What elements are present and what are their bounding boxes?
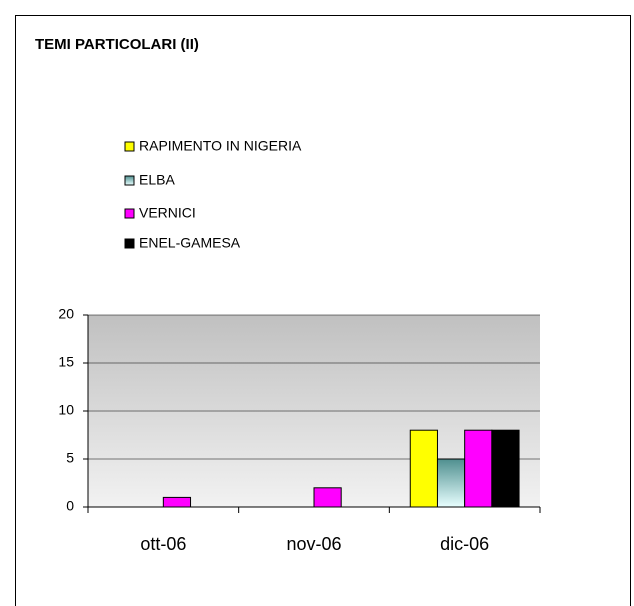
bar [436, 458, 466, 508]
bar [162, 496, 192, 508]
legend-swatch [124, 238, 135, 249]
legend-label: ELBA [139, 172, 175, 188]
x-tick-label: dic-06 [440, 534, 489, 554]
bar [409, 429, 438, 508]
chart-title: TEMI PARTICOLARI (II) [35, 36, 199, 53]
legend-label: RAPIMENTO IN NIGERIA [139, 138, 302, 154]
y-tick-label: 20 [58, 306, 74, 322]
bar [313, 487, 342, 508]
legend-label: VERNICI [139, 205, 196, 221]
y-tick-label: 0 [66, 498, 74, 514]
y-tick-label: 10 [58, 402, 74, 418]
frame [15, 15, 631, 606]
legend-label: ENEL-GAMESA [139, 235, 241, 251]
legend-swatch [124, 141, 135, 152]
legend-swatch [124, 175, 135, 186]
x-tick-label: nov-06 [286, 534, 341, 554]
x-tick-label: ott-06 [140, 534, 186, 554]
y-tick-label: 15 [58, 354, 74, 370]
bar [491, 429, 520, 508]
bar [464, 429, 493, 508]
y-tick-label: 5 [66, 450, 74, 466]
legend-swatch [124, 208, 135, 219]
